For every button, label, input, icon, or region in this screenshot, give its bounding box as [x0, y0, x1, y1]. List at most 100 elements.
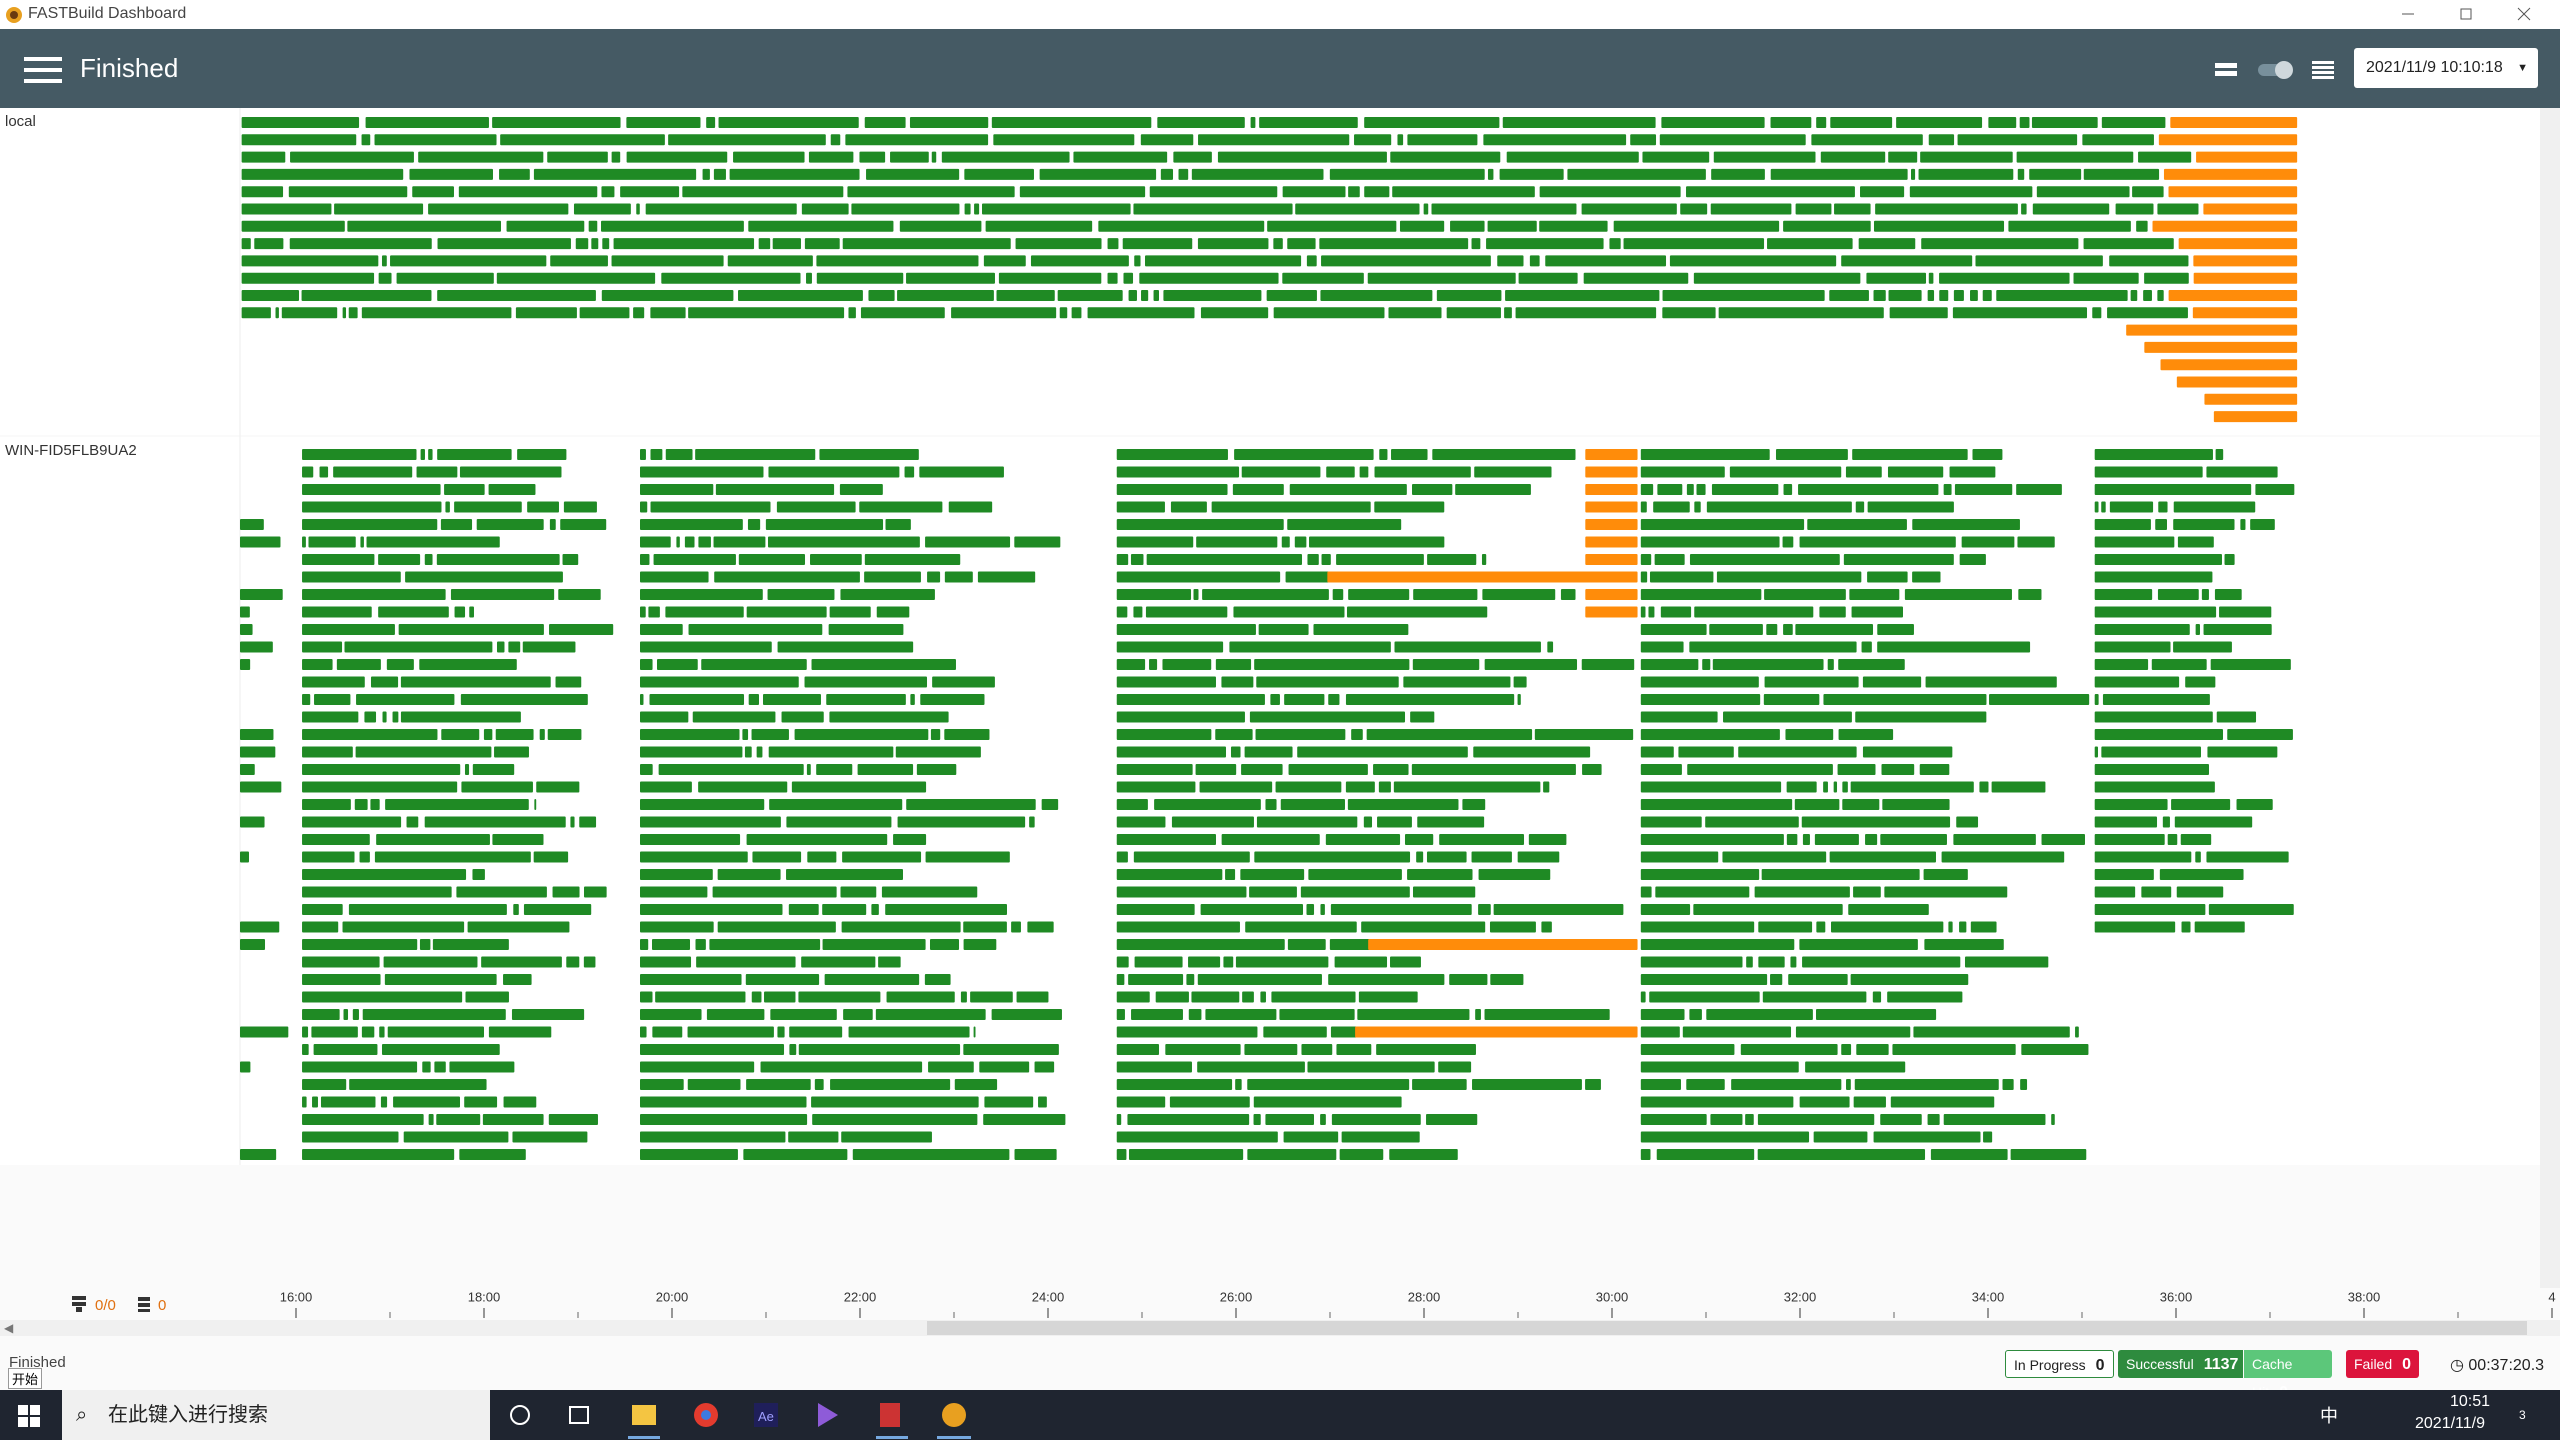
job-bar [240, 746, 276, 758]
job-bar [241, 290, 300, 301]
job-bar [2204, 393, 2298, 405]
job-bar [640, 449, 646, 460]
job-bar [864, 117, 906, 128]
worker-name: local [5, 113, 36, 130]
job-bar [1355, 1026, 1638, 1038]
job-bar [2195, 624, 2200, 635]
job-bar [1609, 238, 1621, 250]
job-bar [1657, 484, 1683, 495]
job-bar [349, 1079, 487, 1090]
job-bar [1838, 729, 1894, 740]
job-bar [1412, 484, 1453, 495]
job-bar [1320, 290, 1433, 301]
in-progress-badge[interactable]: In Progress 0 [2005, 1350, 2114, 1378]
job-bar [864, 571, 921, 583]
job-bar [362, 1009, 506, 1020]
job-bar [302, 1061, 418, 1073]
job-bar [1880, 1114, 1922, 1125]
job-bar [983, 255, 1026, 267]
job-bar [2092, 307, 2102, 319]
job-bar [494, 746, 529, 758]
job-bar [562, 554, 579, 565]
menu-button[interactable] [24, 57, 62, 83]
job-bar [2094, 571, 2213, 583]
job-bar [1484, 659, 1578, 670]
job-bar [804, 676, 928, 688]
job-bar [1014, 536, 1061, 548]
job-bar [503, 1096, 537, 1108]
start-button[interactable] [18, 1405, 40, 1427]
notification-count[interactable]: 3 [2519, 1408, 2526, 1422]
view-toggles[interactable] [2210, 55, 2340, 85]
job-bar [302, 589, 446, 600]
job-bar [2157, 203, 2199, 215]
job-bar [640, 466, 764, 478]
job-bar [467, 921, 570, 933]
job-bar [2031, 117, 2098, 128]
job-bar [970, 991, 1013, 1003]
job-bar [1920, 151, 2013, 163]
job-bar [385, 799, 529, 810]
job-bar [1845, 466, 1882, 478]
job-bar [1255, 729, 1346, 740]
job-bar [2132, 186, 2164, 198]
v-scrollbar[interactable] [2540, 108, 2560, 1288]
job-bar [1858, 238, 1916, 250]
job-bar [1116, 1026, 1258, 1038]
job-bar [384, 974, 497, 985]
job-bar [930, 729, 941, 740]
job-bar [1517, 694, 1521, 705]
job-bar [1851, 606, 1903, 618]
job-bar [308, 536, 356, 548]
scroll-thumb[interactable] [927, 1321, 2527, 1335]
job-bar [1649, 991, 1760, 1003]
window-controls[interactable] [2380, 0, 2560, 29]
job-bar [1706, 501, 1852, 513]
job-bar [2094, 694, 2099, 705]
job-bar [1280, 799, 1345, 810]
job-bar [1131, 1009, 1183, 1020]
job-bar [1241, 764, 1283, 775]
successful-badge[interactable]: Successful 1137 [2118, 1350, 2243, 1378]
job-bar [640, 991, 653, 1003]
job-bar [1196, 536, 1278, 548]
job-bar [1266, 290, 1317, 301]
job-bar [1116, 606, 1128, 618]
search-box[interactable]: ⌕ 在此键入进行搜索 [62, 1390, 490, 1440]
job-bar [2194, 921, 2245, 933]
job-bar [2094, 816, 2158, 828]
job-bar [2094, 449, 2213, 460]
job-bar [418, 151, 544, 163]
taskbar-apps[interactable]: Ae [500, 1395, 980, 1440]
failed-badge[interactable]: Failed 0 [2346, 1350, 2420, 1378]
date-picker[interactable]: 2021/11/9 10:10:18 ▼ [2354, 48, 2538, 88]
badge-value: 0 [2095, 1357, 2105, 1374]
job-bar [1134, 255, 1141, 267]
job-bar [440, 519, 473, 530]
job-bar [1116, 1149, 1127, 1160]
cache-hit-badge[interactable]: Cache Hit0 [2244, 1350, 2332, 1401]
job-bar [1289, 484, 1407, 495]
job-bar [1814, 834, 1859, 845]
job-bar [640, 711, 689, 723]
job-bar [1648, 606, 1655, 618]
job-bar [1855, 711, 1987, 723]
job-bar [2016, 151, 2134, 163]
job-bar [1116, 711, 1245, 723]
job-bar [1364, 117, 1500, 128]
job-bar [998, 272, 1102, 284]
job-bar [1034, 1061, 1055, 1073]
job-bar [289, 238, 432, 250]
timeline: local WIN-FID5FLB9UA2 0/0 0 16:00 18:00 20… [0, 108, 2560, 1336]
job-bar [1116, 1079, 1233, 1090]
job-bar [2017, 168, 2025, 180]
job-bar [2136, 220, 2148, 232]
job-bar [450, 589, 555, 600]
job-bar [2094, 834, 2165, 845]
job-bar [1887, 991, 1963, 1003]
job-bar [1320, 904, 1325, 915]
job-bar [403, 1131, 509, 1143]
ime-indicator[interactable]: 中 [2320, 1406, 2338, 1426]
job-bar [786, 869, 903, 880]
job-bar [640, 659, 653, 670]
